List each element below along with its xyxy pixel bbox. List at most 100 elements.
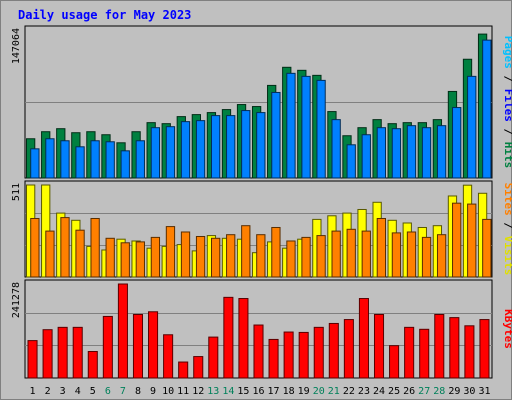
x-tick-label-day-2: 2 [45,386,51,397]
bar-sites-day-15 [241,225,251,278]
bar-files-day-20 [316,79,326,179]
bar-kbytes-day-4 [72,326,83,379]
bar-sites-day-21 [331,230,341,278]
bar-sites-day-1 [30,217,40,278]
bar-kbytes-day-5 [87,351,98,379]
bar-sites-day-25 [391,232,402,278]
bar-files-day-29 [452,107,462,179]
x-tick-label-day-28: 28 [433,386,445,397]
x-tick-label-day-4: 4 [75,386,81,397]
y-max-label: 511 [11,183,22,201]
bar-files-day-11 [180,121,191,179]
bar-kbytes-day-21 [328,322,339,379]
bar-kbytes-day-14 [223,296,234,379]
bar-files-day-13 [211,115,221,179]
bar-files-day-17 [271,91,281,179]
panel-legend-visits-sites: Sites / Visits [502,183,512,276]
x-tick-label-day-16: 16 [252,386,264,397]
bar-sites-day-31 [482,218,492,278]
bar-kbytes-day-1 [27,340,38,379]
bar-kbytes-day-10 [163,334,174,379]
bar-files-day-3 [60,140,70,179]
x-tick-label-day-27: 27 [418,386,430,397]
bar-sites-day-19 [301,236,311,278]
panel-legend-kbytes: KBytes [502,309,512,349]
x-tick-label-day-26: 26 [403,386,415,397]
bar-sites-day-16 [256,234,266,278]
legend-files: Files [502,82,512,122]
x-tick-label-day-23: 23 [358,386,370,397]
bar-files-day-2 [45,138,55,179]
x-tick-label-day-15: 15 [237,386,249,397]
bar-sites-day-27 [421,236,432,278]
x-tick-label-day-1: 1 [30,386,36,397]
bar-sites-day-12 [195,235,206,278]
bar-kbytes-day-24 [373,314,385,379]
x-tick-label-day-7: 7 [120,386,126,397]
legend-kbytes: KBytes [502,309,512,349]
bar-sites-day-23 [361,230,371,278]
bar-sites-day-28 [436,234,447,278]
bar-kbytes-day-22 [343,319,354,379]
bar-kbytes-day-13 [208,336,219,379]
bar-kbytes-day-18 [283,331,294,379]
x-tick-label-day-9: 9 [150,386,156,397]
bar-kbytes-day-2 [42,329,53,379]
bar-files-day-19 [301,75,311,179]
bar-sites-day-24 [376,217,386,278]
bar-files-day-12 [195,120,206,179]
bar-sites-day-2 [45,230,55,278]
bar-files-day-8 [135,140,145,179]
bar-sites-day-26 [406,231,417,278]
x-tick-label-day-11: 11 [177,386,189,397]
x-tick-label-day-29: 29 [448,386,460,397]
bar-kbytes-day-3 [57,326,68,379]
bar-kbytes-day-31 [479,319,490,379]
bar-files-day-16 [256,112,266,179]
bar-kbytes-day-20 [313,326,324,379]
chart-title: Daily usage for May 2023 [18,8,191,22]
bar-sites-day-10 [165,226,176,278]
x-axis-labels: 1 2 3 4 5 6 7 8 9 10 11 12 13 14 15 16 17 18 19 20 21 22 23 24 2… [30,386,491,397]
bar-files-day-30 [467,75,477,179]
bar-sites-day-9 [150,236,161,278]
bar-sites-day-7 [120,242,130,278]
bar-sites-day-20 [316,235,326,278]
bar-kbytes-day-30 [464,325,475,379]
bar-sites-day-29 [452,202,462,278]
bar-sites-day-13 [211,237,221,278]
panel-kbytes: 241278 KBytes [11,279,512,379]
bar-kbytes-day-27 [419,328,430,379]
bar-files-day-24 [376,127,386,179]
panel-hits-files-pages: 147064 Pages / Files / Hits [11,25,512,179]
legend-separator: / [502,122,512,136]
y-max-label: 241278 [11,282,22,318]
bar-kbytes-day-11 [178,361,189,379]
bar-kbytes-day-19 [298,331,309,379]
legend-hits: Hits [502,135,512,168]
bar-sites-day-5 [90,217,100,278]
legend-sites: Sites [502,183,512,216]
bar-files-day-10 [165,126,176,179]
bar-kbytes-day-8 [132,314,144,379]
x-tick-label-day-14: 14 [222,386,234,397]
bar-sites-day-4 [75,229,85,278]
bar-files-day-5 [90,140,100,179]
bar-files-day-21 [331,119,341,179]
panel-visits-sites: 511 Sites / Visits [11,180,512,278]
x-tick-label-day-13: 13 [207,386,219,397]
bar-sites-day-30 [467,203,477,278]
bar-kbytes-day-26 [404,326,415,379]
bar-kbytes-day-29 [449,317,460,379]
x-tick-label-day-22: 22 [343,386,355,397]
x-tick-label-day-25: 25 [388,386,400,397]
bar-sites-day-11 [180,231,191,278]
x-tick-label-day-20: 20 [313,386,325,397]
bar-sites-day-14 [226,234,236,278]
panel-legend-hits-files-pages: Pages / Files / Hits [502,36,512,169]
x-tick-label-day-12: 12 [192,386,204,397]
x-tick-label-day-5: 5 [90,386,96,397]
bar-kbytes-day-15 [238,298,249,379]
x-tick-label-day-30: 30 [463,386,475,397]
